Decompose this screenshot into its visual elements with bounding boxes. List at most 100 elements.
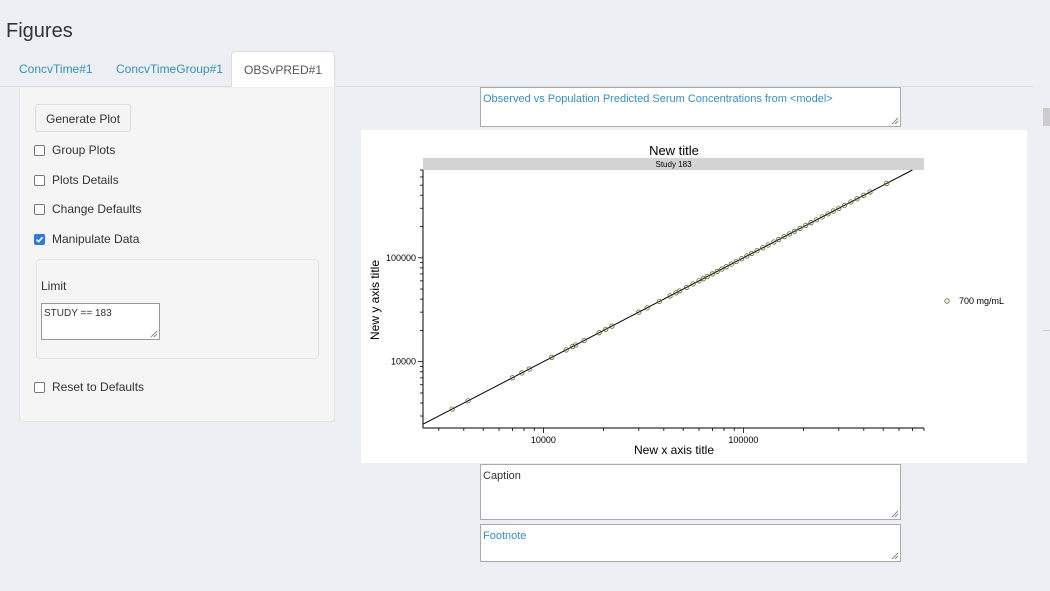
data-point	[883, 180, 890, 187]
data-point	[677, 288, 683, 294]
x-axis-title: New x axis title	[634, 443, 714, 457]
y-tick-label: 100000	[386, 253, 416, 263]
page-title: Figures	[6, 20, 73, 42]
data-point	[696, 278, 702, 284]
data-point	[803, 222, 809, 229]
data-point	[771, 239, 777, 245]
data-point	[848, 199, 854, 205]
data-point	[449, 406, 455, 412]
data-point	[867, 189, 873, 195]
data-point	[636, 309, 642, 315]
tab-bar: ConcvTime#1 ConcvTimeGroup#1 OBSvPRED#1	[0, 51, 1033, 87]
data-point	[854, 196, 860, 202]
data-point	[709, 271, 716, 277]
data-point	[861, 192, 867, 198]
y-axis-title: New y axis title	[368, 260, 382, 340]
panel-strip-label: Study 183	[655, 160, 692, 169]
limit-panel: Limit STUDY == 183	[36, 259, 319, 359]
change-defaults-checkbox[interactable]	[34, 203, 45, 215]
data-point	[700, 276, 706, 282]
limit-label: Limit	[41, 279, 67, 293]
resize-grip-icon[interactable]	[150, 330, 158, 338]
resize-grip-icon[interactable]	[891, 117, 899, 125]
x-tick-label: 100000	[728, 435, 758, 445]
data-point	[549, 354, 555, 360]
data-point	[728, 261, 734, 267]
data-point	[813, 217, 820, 223]
data-point	[644, 305, 650, 311]
manipulate-data-checkbox[interactable]	[34, 233, 45, 245]
data-point	[744, 253, 750, 259]
tab-obsvpred[interactable]: OBSvPRED#1	[231, 51, 336, 87]
data-point	[570, 343, 576, 350]
resize-grip-icon[interactable]	[891, 510, 899, 518]
legend-marker	[944, 298, 950, 304]
panel-strip	[423, 158, 924, 170]
tab-concvtimegroup[interactable]: ConcvTimeGroup#1	[116, 62, 223, 76]
plots-details-option[interactable]: Plots Details	[34, 173, 119, 187]
plots-details-label: Plots Details	[52, 173, 119, 187]
group-plots-checkbox[interactable]	[34, 144, 45, 156]
data-point	[573, 342, 579, 348]
data-point	[719, 266, 725, 272]
reset-defaults-option[interactable]: Reset to Defaults	[34, 380, 144, 394]
legend-label: 700 mg/mL	[959, 296, 1004, 306]
data-point	[596, 330, 602, 336]
data-point	[683, 284, 690, 290]
change-defaults-label: Change Defaults	[52, 202, 142, 216]
group-plots-option[interactable]: Group Plots	[34, 143, 115, 157]
data-point	[819, 214, 825, 220]
group-plots-label: Group Plots	[52, 143, 116, 157]
data-point	[760, 245, 766, 251]
identity-line	[422, 169, 913, 425]
data-point	[581, 337, 587, 344]
limit-value: STUDY == 183	[44, 308, 112, 319]
figure-title-input[interactable]: Observed vs Population Predicted Serum C…	[480, 87, 901, 127]
data-point	[667, 293, 673, 299]
figure-title-value: Observed vs Population Predicted Serum C…	[483, 93, 833, 105]
data-point	[808, 220, 814, 226]
footnote-value: Footnote	[483, 530, 527, 542]
plot-output: New title Study 183 10000 100000 10000 100000…	[361, 130, 1027, 463]
caption-value: Caption	[483, 470, 521, 482]
data-point	[704, 273, 710, 280]
plots-details-checkbox[interactable]	[34, 174, 45, 186]
data-point	[830, 208, 837, 214]
generate-plot-button[interactable]: Generate Plot	[35, 104, 132, 132]
data-point	[609, 323, 615, 329]
change-defaults-option[interactable]: Change Defaults	[34, 202, 141, 216]
data-point	[519, 370, 525, 376]
manipulate-data-label: Manipulate Data	[52, 232, 140, 246]
footnote-input[interactable]: Footnote	[480, 524, 901, 562]
chart-title: New title	[649, 143, 699, 158]
scrollbar-divider	[1043, 330, 1050, 331]
data-point	[656, 298, 662, 305]
data-point	[749, 250, 755, 257]
plot-options-panel: Generate Plot Group Plots Plots Details …	[19, 88, 335, 422]
limit-input[interactable]: STUDY == 183	[41, 303, 160, 340]
scrollbar-thumb[interactable]	[1043, 108, 1050, 126]
data-point	[563, 347, 569, 353]
reset-defaults-checkbox[interactable]	[34, 381, 45, 393]
manipulate-data-option[interactable]: Manipulate Data	[34, 232, 139, 246]
data-point	[739, 256, 745, 262]
data-point	[791, 228, 798, 234]
resize-grip-icon[interactable]	[891, 552, 899, 560]
data-point	[603, 326, 609, 332]
data-point	[841, 202, 848, 208]
data-point	[797, 225, 803, 231]
obs-vs-pred-chart: New title Study 183 10000 100000 10000 100000…	[368, 143, 1004, 457]
data-point	[825, 211, 831, 217]
data-point	[765, 242, 771, 248]
data-point	[714, 268, 720, 274]
y-tick-label: 10000	[391, 357, 416, 367]
tab-concvtime[interactable]: ConcvTime#1	[19, 62, 93, 76]
reset-defaults-label: Reset to Defaults	[52, 380, 145, 394]
data-point	[733, 258, 739, 265]
data-point	[465, 398, 471, 404]
caption-input[interactable]: Caption	[480, 464, 901, 520]
data-point	[836, 205, 842, 211]
data-point	[526, 366, 532, 372]
data-point	[781, 233, 787, 240]
data-point	[690, 281, 696, 287]
